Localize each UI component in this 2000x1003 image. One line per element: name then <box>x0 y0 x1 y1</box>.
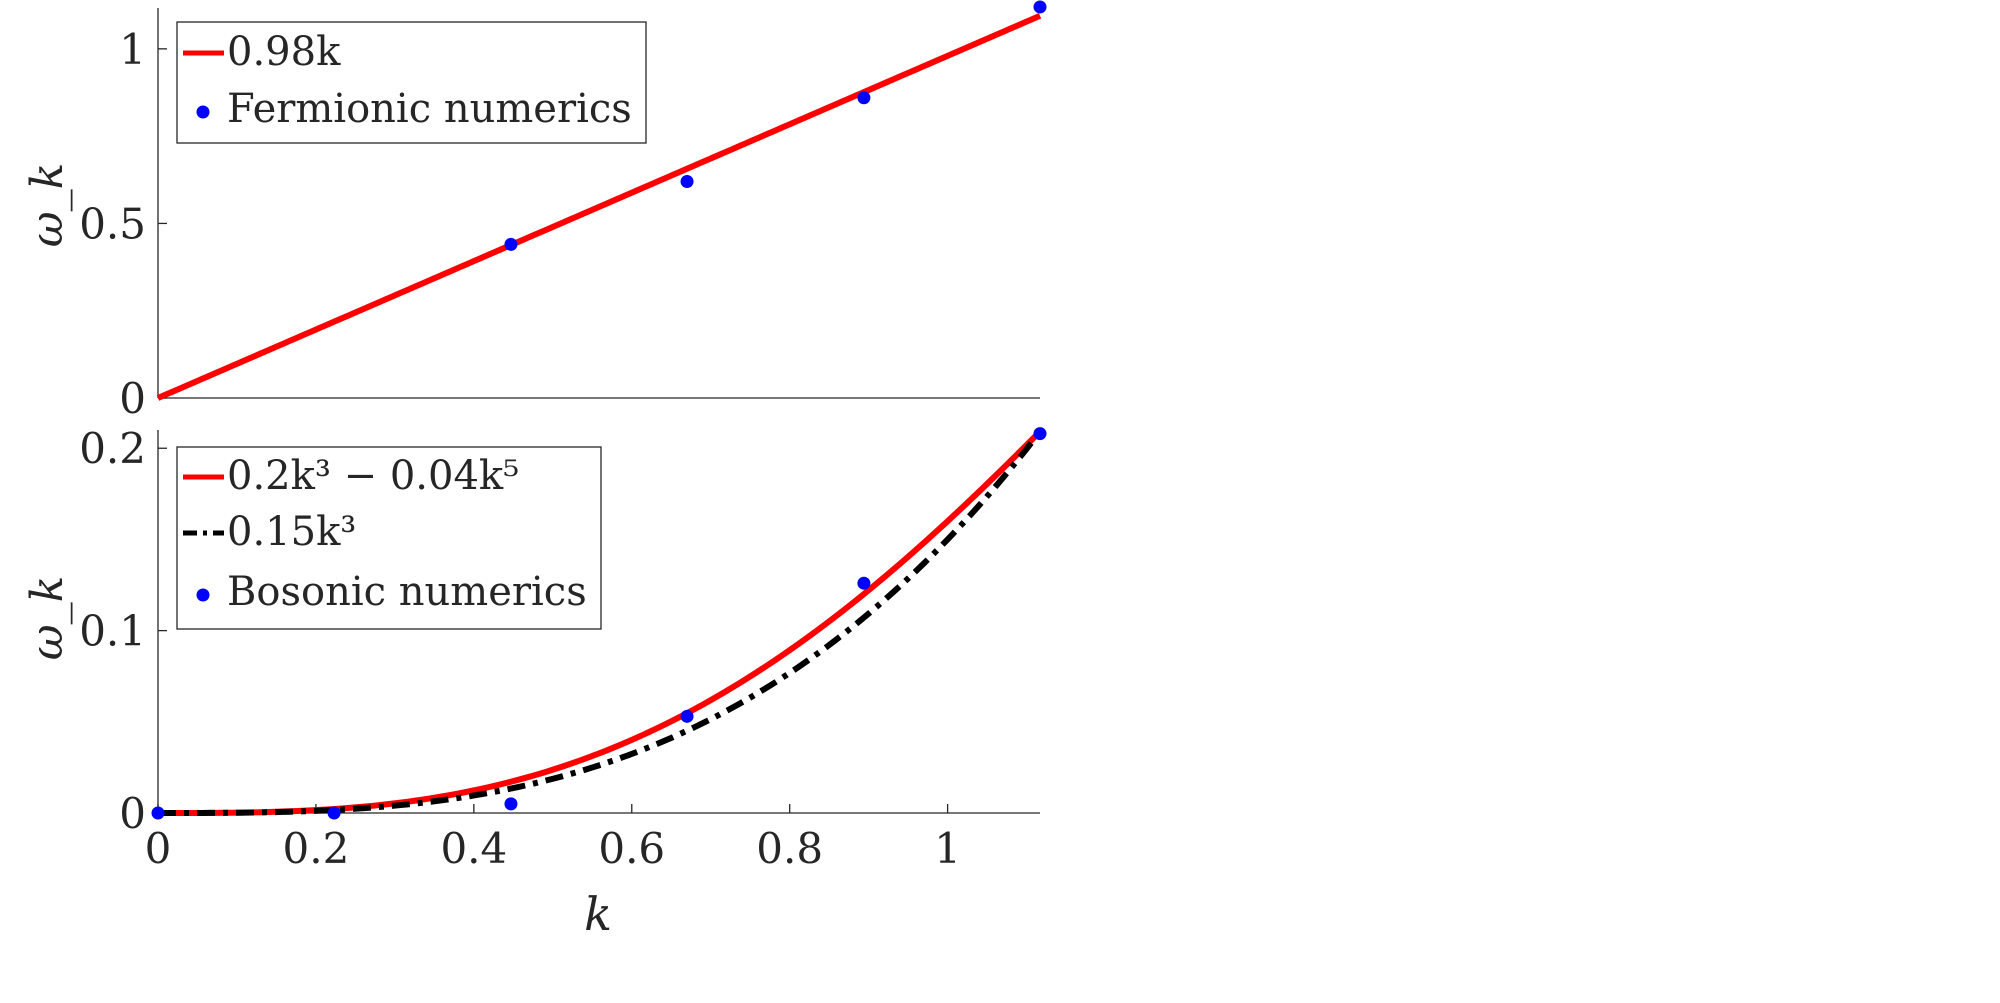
bottom-x-tick-label: 0.4 <box>440 824 507 873</box>
top-legend-swatch-points <box>196 105 210 119</box>
bottom-y-axis-label: ω_k <box>22 576 73 661</box>
top-y-ticks: 00.51 <box>79 25 167 423</box>
bottom-legend: 0.2k³ − 0.04k⁵ 0.15k³ Bosonic numerics <box>176 446 602 630</box>
bottom-plot-area <box>151 427 1047 820</box>
bottom-x-tick-label: 0.6 <box>598 824 665 873</box>
bottom-x-ticks: 0 0.2 0.4 0.6 0.8 1 <box>145 804 961 873</box>
top-series-line-0 <box>156 13 1042 401</box>
top-ylabel-main: ω_k <box>22 163 73 248</box>
bottom-ylabel-main: ω_k <box>22 576 73 661</box>
top-data-point <box>680 175 694 189</box>
top-panel: 00.51 ω_k 0.98k Fermionic numerics <box>22 0 1047 423</box>
top-legend-label-points: Fermionic numerics <box>227 86 632 132</box>
top-y-axis-label: ω_k <box>22 163 73 248</box>
bottom-panel: 0 0.1 0.2 0 0.2 0.4 0.6 0.8 1 ω_k k 0.2k³ − 0.0… <box>22 424 1047 941</box>
bottom-y-tick-label: 0 <box>119 789 146 838</box>
top-y-tick-label: 0 <box>119 374 146 423</box>
bottom-data-point <box>680 709 694 723</box>
top-y-tick-label: 0.5 <box>79 199 146 248</box>
bottom-y-tick-label: 0.1 <box>79 607 146 656</box>
top-data-point <box>1033 0 1047 14</box>
bottom-legend-swatch-points <box>196 588 210 602</box>
top-y-tick-label: 1 <box>119 25 146 74</box>
bottom-data-point <box>151 806 165 820</box>
bottom-x-tick-label: 0 <box>145 824 172 873</box>
top-data-point <box>857 91 871 105</box>
top-legend: 0.98k Fermionic numerics <box>176 21 647 144</box>
top-legend-label-line: 0.98k <box>227 29 341 75</box>
bottom-x-axis-label: k <box>584 887 612 941</box>
top-legend-box <box>176 21 647 144</box>
top-data-point <box>504 237 518 251</box>
bottom-data-point <box>504 797 518 811</box>
bottom-legend-label-points: Bosonic numerics <box>227 569 587 615</box>
bottom-legend-box <box>176 446 602 630</box>
bottom-y-ticks: 0 0.1 0.2 <box>79 424 167 838</box>
bottom-data-point <box>327 806 341 820</box>
bottom-series-line-1 <box>158 429 1043 816</box>
bottom-data-point <box>857 576 871 590</box>
bottom-y-tick-label: 0.2 <box>79 424 146 473</box>
bottom-x-tick-label: 0.2 <box>283 824 350 873</box>
bottom-x-tick-label: 0.8 <box>756 824 823 873</box>
bottom-data-point <box>1033 427 1047 441</box>
top-plot-area <box>156 0 1047 401</box>
bottom-legend-label-red: 0.2k³ − 0.04k⁵ <box>227 453 519 499</box>
bottom-x-tick-label: 1 <box>934 824 961 873</box>
bottom-legend-label-black: 0.15k³ <box>227 509 356 555</box>
